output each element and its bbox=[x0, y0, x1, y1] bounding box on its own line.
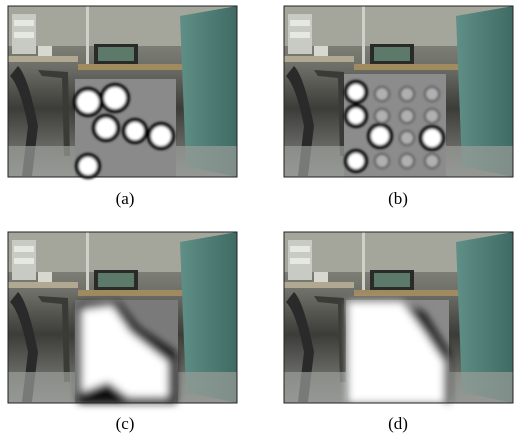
blob-circle bbox=[94, 116, 118, 140]
page: (a) (b) (c) bbox=[0, 0, 516, 436]
blob-circle bbox=[375, 154, 389, 168]
blob-circle bbox=[124, 120, 146, 142]
blob-circle bbox=[77, 155, 99, 177]
blob-circle bbox=[346, 82, 366, 102]
panel-a bbox=[8, 6, 237, 177]
blob-circle bbox=[425, 154, 439, 168]
blob-circle bbox=[400, 87, 414, 101]
blob-circle bbox=[102, 85, 128, 111]
figure: (a) (b) (c) bbox=[0, 0, 516, 436]
blob-circle bbox=[346, 106, 366, 126]
blob-circle bbox=[425, 87, 439, 101]
blob-circle bbox=[400, 154, 414, 168]
blob-circle bbox=[369, 125, 391, 147]
panel-b bbox=[284, 6, 513, 177]
caption: (b) bbox=[388, 189, 408, 208]
blob-circle bbox=[400, 109, 414, 123]
blob-circle bbox=[425, 109, 439, 123]
blob-circle bbox=[346, 151, 366, 171]
caption: (d) bbox=[388, 414, 408, 433]
blob-circle bbox=[375, 109, 389, 123]
panel-d bbox=[284, 232, 513, 403]
blob-circle bbox=[75, 89, 101, 115]
caption: (a) bbox=[116, 189, 135, 208]
blob-circle bbox=[149, 124, 173, 148]
caption: (c) bbox=[116, 414, 135, 433]
panel-c bbox=[8, 232, 237, 403]
blob-circle bbox=[400, 131, 414, 145]
blob-circle bbox=[375, 87, 389, 101]
blob-circle bbox=[421, 127, 443, 149]
